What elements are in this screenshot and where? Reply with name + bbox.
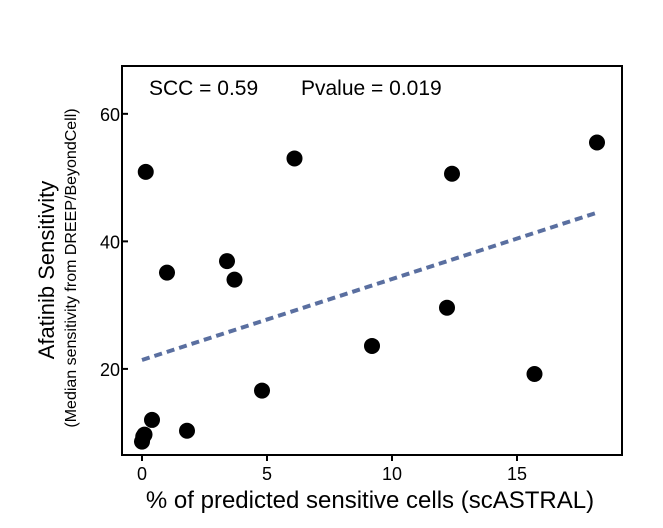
x-tick-label: 15 [507,464,527,484]
y-axis-sublabel: (Median sensitivity from DREEP/BeyondCel… [63,108,80,427]
plot-frame [121,65,623,456]
trend-line [141,210,598,362]
data-point [226,271,243,288]
y-tick-label: 40 [100,232,120,252]
y-axis-label: Afatinib Sensitivity [34,181,59,360]
data-point [286,150,303,167]
data-point [136,426,153,443]
x-axis-ticks: 0 5 10 15 [137,455,527,484]
data-point [179,422,195,439]
x-axis-label: % of predicted sensitive cells (scASTRAL… [146,487,594,514]
scc-annotation: SCC = 0.59 [149,77,258,100]
y-tick-label: 20 [100,360,120,380]
x-tick-label: 0 [137,464,147,484]
data-point [159,264,175,281]
data-point [254,382,270,399]
pvalue-annotation: Pvalue = 0.019 [301,77,442,100]
y-axis-ticks: 20 40 60 [100,105,128,380]
x-tick-label: 10 [382,464,402,484]
x-tick-label: 5 [262,464,272,484]
data-point [526,366,543,383]
y-tick-label: 60 [100,105,120,125]
data-point [137,163,154,180]
data-point [364,337,380,354]
data-point [589,134,605,151]
data-point [439,299,455,316]
data-point [144,411,160,428]
data-point [219,253,235,270]
data-point [444,165,460,182]
data-points [134,134,605,450]
